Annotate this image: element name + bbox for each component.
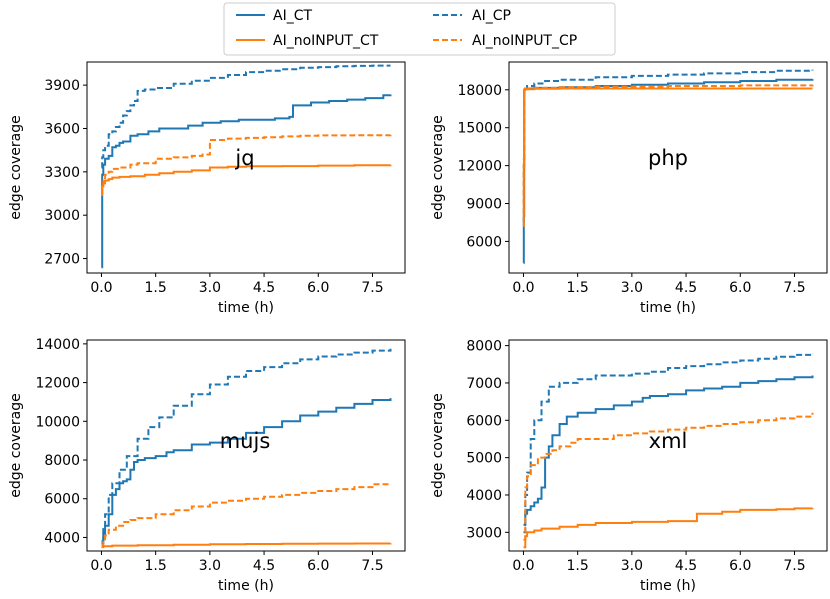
x-tick-label: 4.5 <box>675 280 697 296</box>
legend-label-ai-noinput-ct: AI_noINPUT_CT <box>273 33 379 49</box>
x-tick-label: 4.5 <box>675 558 697 574</box>
x-tick-label: 3.0 <box>199 280 221 296</box>
panel-title: php <box>648 146 688 170</box>
y-tick-label: 15000 <box>457 121 502 137</box>
series-line-ai-noinput-cp <box>101 134 392 195</box>
axes-frame <box>508 61 828 274</box>
y-tick-label: 14000 <box>35 337 80 353</box>
series-line-ai-ct <box>101 398 392 545</box>
series-group <box>101 348 392 549</box>
legend: AI_CT AI_CP AI_noINPUT_CT AI_noINPUT_CP <box>223 2 616 56</box>
y-tick-label: 3900 <box>44 78 80 94</box>
x-axis-label: time (h) <box>218 300 274 316</box>
series-group <box>101 64 392 269</box>
x-tick-label: 7.5 <box>783 558 805 574</box>
legend-label-ai-cp: AI_CP <box>472 8 511 24</box>
series-line-ai-ct <box>523 375 814 526</box>
x-tick-label: 1.5 <box>145 558 167 574</box>
x-tick-label: 4.5 <box>253 558 275 574</box>
y-axis-label: edge coverage <box>8 393 24 497</box>
series-line-ai-noinput-cp <box>523 412 814 541</box>
x-tick-label: 1.5 <box>567 558 589 574</box>
panel-mujs: 0.0 1.5 3.0 4.5 6.0 7.5 4000 6000 8000 10000 12000… <box>8 337 406 594</box>
x-tick-label: 6.0 <box>307 280 329 296</box>
y-tick-label: 6000 <box>466 234 502 250</box>
series-line-ai-ct <box>522 78 814 264</box>
panel-title: mujs <box>220 429 271 453</box>
panel-title: xml <box>649 429 688 453</box>
series-line-ai-noinput-ct <box>523 507 814 549</box>
series-line-ai-noinput-cp <box>522 84 814 215</box>
y-tick-label: 3000 <box>466 525 502 541</box>
series-line-ai-cp <box>101 64 391 169</box>
x-tick-label: 0.0 <box>90 280 112 296</box>
axes-frame <box>508 339 828 552</box>
y-tick-label: 8000 <box>466 339 502 355</box>
x-tick-label: 3.0 <box>621 558 643 574</box>
x-tick-label: 0.0 <box>90 558 112 574</box>
x-tick-label: 6.0 <box>307 558 329 574</box>
y-tick-label: 12000 <box>457 159 502 175</box>
panel-xml: 0.0 1.5 3.0 4.5 6.0 7.5 3000 4000 5000 6000 7000 80… <box>430 339 828 594</box>
y-tick-label: 3600 <box>44 121 80 137</box>
x-tick-label: 4.5 <box>253 280 275 296</box>
y-axis-label: edge coverage <box>430 393 446 497</box>
y-tick-label: 7000 <box>466 376 502 392</box>
x-tick-label: 7.5 <box>361 558 383 574</box>
y-tick-label: 4000 <box>466 488 502 504</box>
y-tick-label: 6000 <box>466 413 502 429</box>
legend-label-ai-ct: AI_CT <box>273 8 312 24</box>
legend-label-ai-noinput-cp: AI_noINPUT_CP <box>472 33 577 49</box>
series-line-ai-cp <box>101 348 392 543</box>
y-tick-label: 3000 <box>44 208 80 224</box>
x-tick-label: 7.5 <box>361 280 383 296</box>
x-tick-label: 3.0 <box>621 280 643 296</box>
series-line-ai-noinput-ct <box>101 164 392 196</box>
series-line-ai-cp <box>523 353 814 534</box>
y-tick-label: 8000 <box>44 453 80 469</box>
axes-frame <box>86 339 406 552</box>
series-group <box>523 353 814 549</box>
y-axis-label: edge coverage <box>430 115 446 219</box>
x-axis-label: time (h) <box>640 300 696 316</box>
x-tick-label: 3.0 <box>199 558 221 574</box>
series-line-ai-noinput-cp <box>101 483 392 547</box>
axes-frame <box>86 61 406 274</box>
y-axis-label: edge coverage <box>8 115 24 219</box>
legend-frame <box>223 2 616 56</box>
x-tick-label: 6.0 <box>729 280 751 296</box>
y-tick-label: 18000 <box>457 83 502 99</box>
y-tick-label: 9000 <box>466 197 502 213</box>
x-axis-label: time (h) <box>640 578 696 594</box>
y-tick-label: 3300 <box>44 165 80 181</box>
series-line-ai-noinput-ct <box>101 542 392 549</box>
y-tick-label: 10000 <box>35 414 80 430</box>
chart-panels: 0.0 1.5 3.0 4.5 6.0 7.5 2700 3000 3300 3600 3900 ti… <box>8 61 828 594</box>
x-tick-label: 1.5 <box>567 280 589 296</box>
y-tick-label: 5000 <box>466 451 502 467</box>
x-tick-label: 0.0 <box>512 280 534 296</box>
y-tick-label: 12000 <box>35 376 80 392</box>
x-tick-label: 7.5 <box>783 280 805 296</box>
y-tick-label: 6000 <box>44 492 80 508</box>
y-tick-label: 4000 <box>44 530 80 546</box>
series-line-ai-ct <box>101 94 392 269</box>
x-tick-label: 0.0 <box>512 558 534 574</box>
panel-title: jq <box>234 146 254 170</box>
panel-jq: 0.0 1.5 3.0 4.5 6.0 7.5 2700 3000 3300 3600 3900 ti… <box>8 61 406 316</box>
x-tick-label: 6.0 <box>729 558 751 574</box>
series-group <box>522 69 814 264</box>
y-tick-label: 2700 <box>44 252 80 268</box>
x-tick-label: 1.5 <box>145 280 167 296</box>
x-axis-label: time (h) <box>218 578 274 594</box>
panel-php: 0.0 1.5 3.0 4.5 6.0 7.5 6000 9000 12000 15000 1800… <box>430 61 828 316</box>
